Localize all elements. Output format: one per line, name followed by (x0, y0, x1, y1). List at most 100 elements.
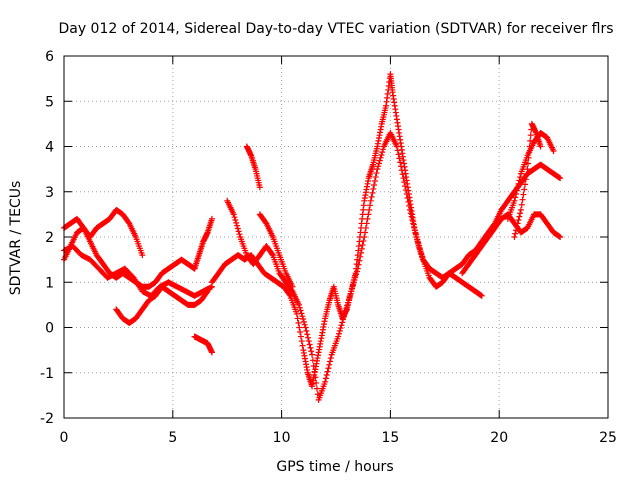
y-tick-label: 3 (45, 185, 54, 201)
data-point (411, 227, 418, 234)
data-point (415, 242, 422, 249)
data-point (343, 305, 350, 312)
y-tick-label: 5 (45, 94, 54, 110)
series-s10 (256, 211, 296, 290)
data-point (297, 307, 304, 314)
data-point (307, 344, 314, 351)
data-point (409, 217, 416, 224)
data-point (369, 189, 376, 196)
data-point (208, 215, 215, 222)
data-point (513, 223, 520, 230)
data-point (203, 289, 210, 296)
data-point (403, 191, 410, 198)
data-point (400, 175, 407, 182)
data-point (371, 178, 378, 185)
data-point (295, 319, 302, 326)
data-point (416, 245, 423, 252)
data-point (349, 282, 356, 289)
data-point (411, 223, 418, 230)
data-point (313, 385, 320, 392)
data-point (322, 375, 329, 382)
data-point (379, 149, 386, 156)
data-point (256, 184, 263, 191)
y-axis-label: SDTVAR / TECUs (8, 181, 24, 296)
data-point (365, 211, 372, 218)
data-point (327, 358, 334, 365)
data-point (375, 163, 382, 170)
data-point (336, 327, 343, 334)
data-point (340, 313, 347, 320)
data-point (376, 157, 383, 164)
data-point (337, 325, 344, 332)
data-point (303, 327, 310, 334)
data-point (355, 261, 362, 268)
data-point (269, 250, 276, 257)
y-tick-label: -1 (40, 366, 54, 382)
series-s5 (191, 215, 215, 272)
data-point (394, 147, 401, 154)
data-point (232, 217, 239, 224)
data-point (356, 257, 363, 264)
x-tick-label: 10 (273, 430, 291, 446)
data-point (367, 202, 373, 209)
data-point (350, 279, 357, 286)
data-point (515, 217, 522, 224)
data-point (304, 334, 311, 341)
data-point (338, 322, 345, 329)
data-point (527, 132, 534, 139)
data-point (231, 214, 238, 221)
data-point (306, 341, 313, 348)
y-tick-label: 2 (45, 230, 54, 246)
x-tick-label: 20 (490, 430, 508, 446)
data-point (371, 181, 378, 188)
data-point (296, 301, 303, 308)
data-point (370, 185, 377, 192)
data-layer (61, 71, 564, 403)
data-point (398, 163, 405, 170)
x-tick-label: 0 (60, 430, 69, 446)
data-point (139, 252, 146, 259)
data-point (525, 160, 532, 167)
data-point (415, 239, 422, 246)
data-point (418, 250, 425, 257)
series-s4 (113, 283, 211, 326)
data-point (414, 236, 421, 243)
data-point (517, 206, 524, 213)
data-point (297, 333, 304, 340)
data-point (524, 166, 531, 173)
data-point (363, 220, 370, 227)
data-point (511, 234, 518, 240)
data-point (325, 365, 332, 372)
data-point (344, 302, 351, 309)
data-point (298, 338, 305, 345)
data-point (339, 319, 346, 326)
data-point (513, 227, 520, 234)
data-point (208, 349, 215, 356)
data-point (301, 321, 308, 328)
data-point (522, 181, 529, 188)
data-point (517, 210, 524, 217)
data-point (522, 176, 529, 183)
grid (64, 56, 608, 418)
data-point (516, 213, 523, 220)
data-point (406, 202, 413, 209)
data-point (399, 171, 406, 178)
data-point (519, 196, 526, 203)
data-point (521, 186, 528, 193)
data-point (401, 179, 408, 186)
y-tick-label: 0 (45, 321, 54, 337)
data-point (323, 372, 330, 379)
data-point (377, 154, 384, 161)
data-point (362, 224, 369, 231)
data-point (335, 330, 342, 337)
tick-layer: 0 5 10 15 20 25 -2 -1 0 1 2 3 4 5 6 (40, 49, 617, 446)
data-point (296, 304, 303, 311)
data-point (417, 248, 424, 255)
data-point (513, 191, 520, 198)
data-point (373, 170, 380, 177)
data-point (364, 215, 371, 222)
data-point (408, 213, 415, 220)
data-point (537, 143, 544, 150)
